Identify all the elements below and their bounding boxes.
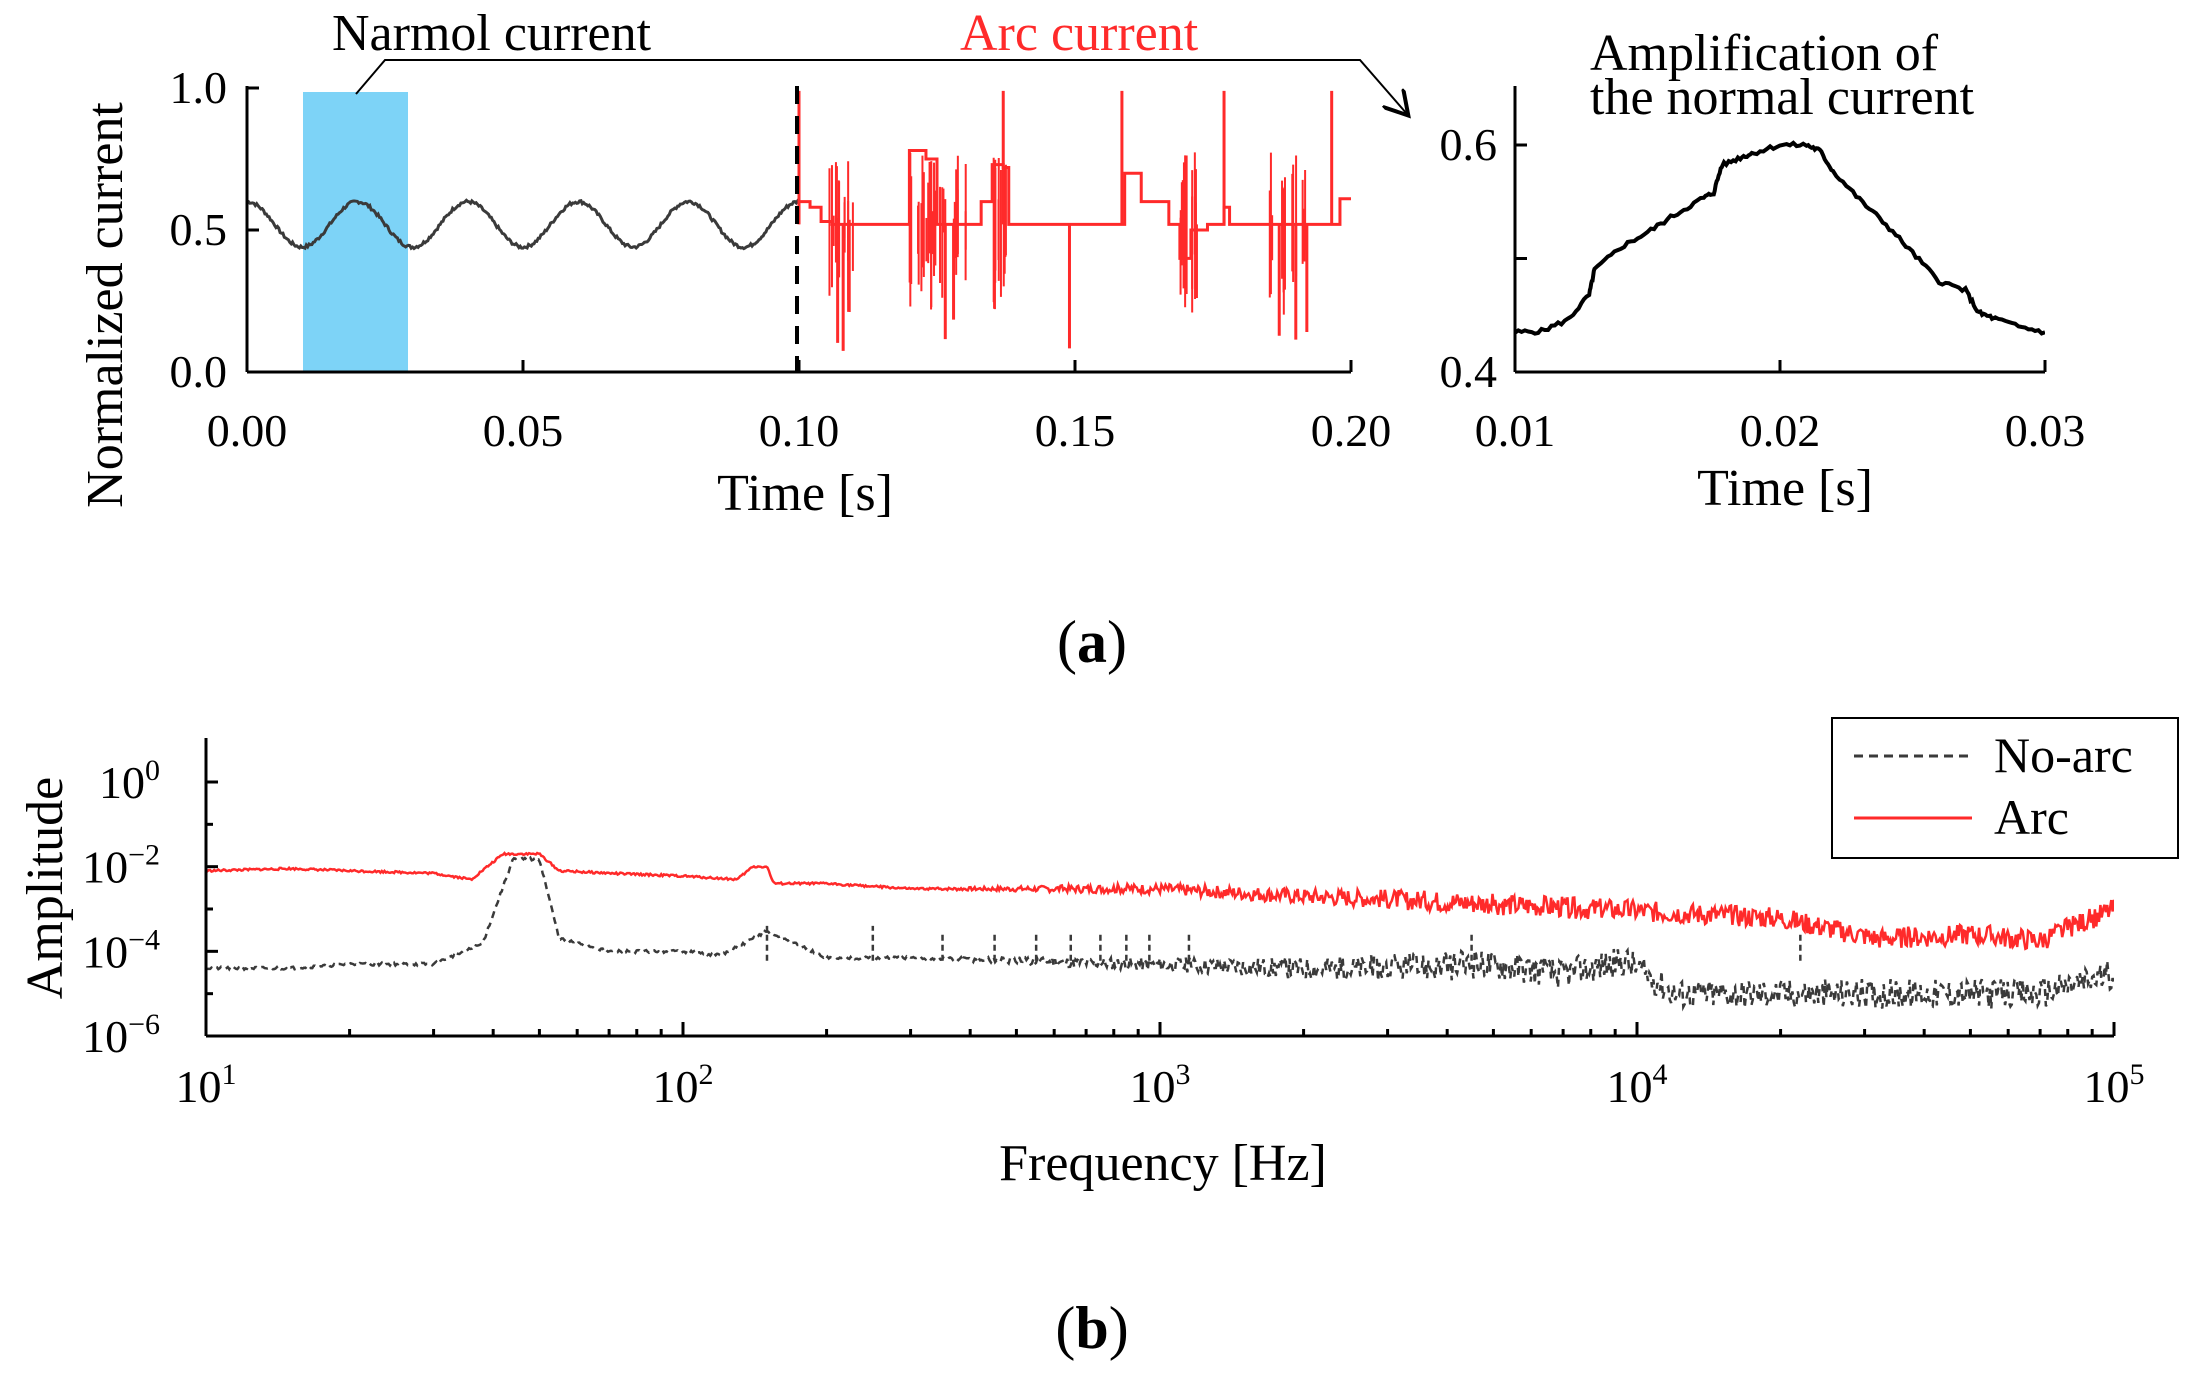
x-tick-label-zoom-2: 0.03 <box>2005 405 2086 456</box>
panel-a-time-series: 0.00 0.05 0.10 0.15 0.20 0.0 0.5 1.0 Normalized… <box>77 5 1407 522</box>
zoom-title-line1: Amplification of <box>1590 25 1939 82</box>
caption-b: (b) <box>1055 1295 1128 1361</box>
y-axis-label-amplitude: Amplitude <box>17 777 74 999</box>
y-tick-label-zoom-0: 0.4 <box>1440 346 1498 397</box>
x-tick-label-a-4: 0.20 <box>1311 405 1392 456</box>
y-tick-label-a-1: 0.5 <box>170 204 228 255</box>
x-tick-label-b-3: 104 <box>1607 1058 1668 1112</box>
y-tick-label-zoom-1: 0.6 <box>1440 119 1498 170</box>
x-tick-label-a-3: 0.15 <box>1035 405 1116 456</box>
annotation-normal-current: Narmol current <box>332 5 652 62</box>
y-axis-label-normalized-current: Normalized current <box>77 102 134 508</box>
x-tick-label-zoom-1: 0.02 <box>1740 405 1821 456</box>
y-tick-label-b-3: 10−6 <box>82 1008 160 1062</box>
series-no-arc <box>206 855 2114 1012</box>
x-tick-label-a-2: 0.10 <box>759 405 840 456</box>
x-axis-label-frequency: Frequency [Hz] <box>999 1135 1327 1192</box>
zoom-title-line2: the normal current <box>1590 69 1975 126</box>
x-tick-label-b-2: 103 <box>1130 1058 1191 1112</box>
y-tick-label-a-0: 0.0 <box>170 346 228 397</box>
x-tick-label-b-0: 101 <box>176 1058 237 1112</box>
x-axis-label-time-zoom: Time [s] <box>1697 460 1873 517</box>
panel-b-spectrum: 101 102 103 104 105 100 10−2 10−4 10−6 Amplitude… <box>17 717 2179 1192</box>
annotation-arc-current: Arc current <box>960 5 1199 62</box>
series-normal-zoom <box>1515 140 2045 336</box>
legend-label-no-arc: No-arc <box>1994 727 2133 783</box>
series-arc-current <box>799 148 1351 260</box>
x-tick-label-a-0: 0.00 <box>207 405 288 456</box>
legend: No-arc Arc <box>1831 717 2179 859</box>
y-tick-label-a-2: 1.0 <box>170 62 228 113</box>
legend-box <box>1831 717 2179 859</box>
y-tick-label-b-2: 10−4 <box>82 923 160 977</box>
panel-a-zoom: 0.01 0.02 0.03 0.4 0.6 Amplification of the … <box>1440 25 2086 517</box>
y-tick-label-b-0: 100 <box>99 754 160 808</box>
caption-a: (a) <box>1057 609 1127 675</box>
x-tick-label-a-1: 0.05 <box>483 405 564 456</box>
y-tick-label-b-1: 10−2 <box>82 839 160 893</box>
callout-arrow <box>355 59 1407 114</box>
x-tick-label-b-1: 102 <box>653 1058 714 1112</box>
x-tick-label-zoom-0: 0.01 <box>1475 405 1556 456</box>
legend-label-arc: Arc <box>1994 789 2069 845</box>
series-arc <box>206 851 2114 951</box>
highlight-window <box>303 92 408 372</box>
x-tick-label-b-4: 105 <box>2084 1058 2145 1112</box>
series-normal-current <box>247 198 801 251</box>
x-axis-label-time-a: Time [s] <box>717 465 893 522</box>
